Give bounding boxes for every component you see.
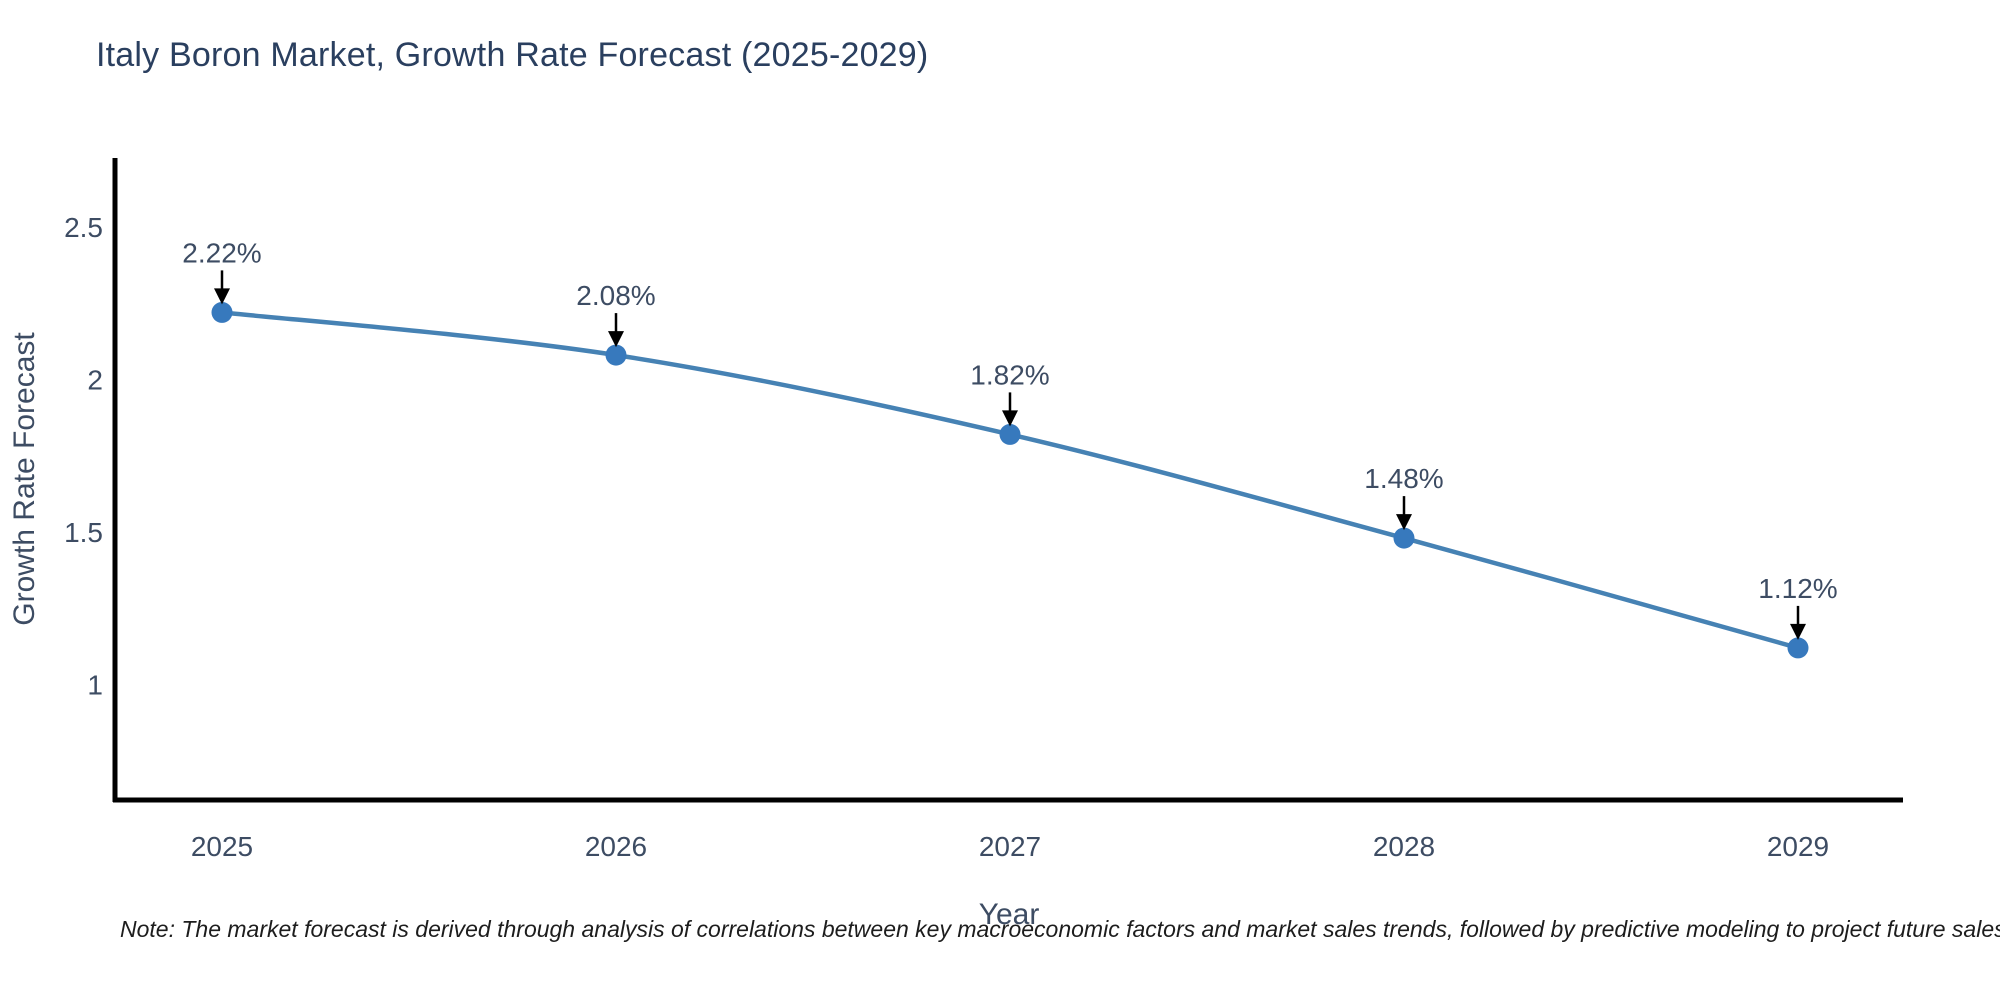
data-point-label: 2.08% (576, 280, 655, 311)
y-axis-title: Growth Rate Forecast (8, 332, 41, 626)
annotation-arrow-head (1790, 623, 1806, 640)
y-tick-label: 1 (87, 670, 103, 701)
x-tick-label: 2026 (585, 831, 647, 862)
annotation-arrow-head (214, 288, 230, 305)
x-axis-title: Year (979, 898, 1040, 931)
chart-footnote: Note: The market forecast is derived thr… (120, 916, 2000, 942)
x-tick-label: 2028 (1373, 831, 1435, 862)
data-point-label: 2.22% (182, 237, 261, 268)
data-point-marker (605, 344, 627, 366)
y-tick-label: 2.5 (64, 212, 103, 243)
data-point-label: 1.48% (1364, 463, 1443, 494)
chart-title: Italy Boron Market, Growth Rate Forecast… (96, 36, 929, 74)
x-tick-label: 2027 (979, 831, 1041, 862)
y-tick-label: 2 (87, 365, 103, 396)
annotation-arrow-head (1002, 410, 1018, 427)
data-point-marker (1393, 527, 1415, 549)
data-point-label: 1.82% (970, 359, 1049, 390)
annotation-arrow-head (1396, 514, 1412, 531)
data-point-marker (999, 423, 1021, 445)
x-tick-label: 2029 (1767, 831, 1829, 862)
data-point-marker (1787, 637, 1809, 659)
annotation-arrow-head (608, 331, 624, 348)
y-tick-label: 1.5 (64, 517, 103, 548)
data-point-label: 1.12% (1758, 573, 1837, 604)
data-point-marker (211, 301, 233, 323)
x-tick-label: 2025 (191, 831, 253, 862)
